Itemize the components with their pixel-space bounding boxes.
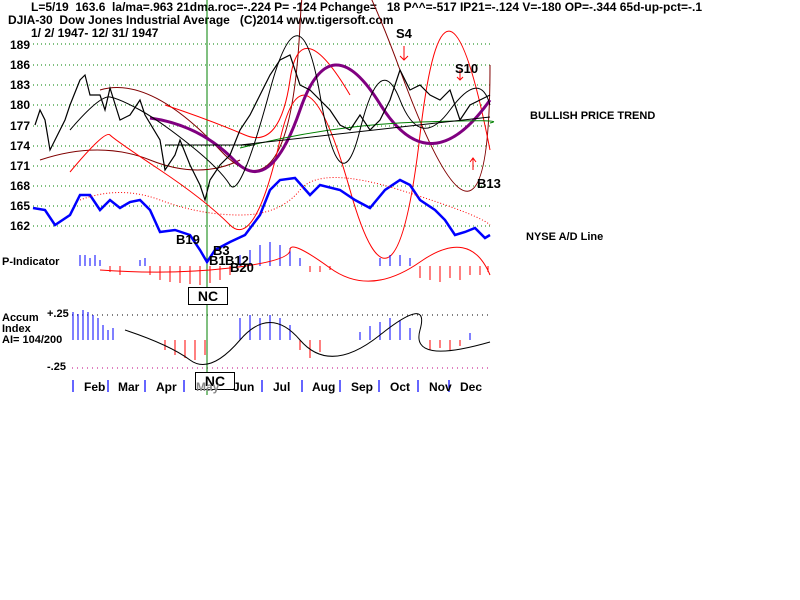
signal-b1: B1 [209, 253, 226, 268]
y-tick-162: 162 [9, 219, 30, 233]
y-tick-168: 168 [9, 179, 30, 193]
month-mar: Mar [118, 380, 140, 394]
signal-s4: S4 [396, 26, 412, 41]
y-tick-189: 189 [9, 38, 30, 52]
signal-s10: S10 [455, 61, 479, 76]
y-tick-183: 183 [9, 78, 30, 92]
header-stats: L=5/19 163.6 la/ma=.963 21dma.roc=-.224 … [31, 0, 703, 14]
date-range: 1/ 2/ 1947- 12/ 31/ 1947 [31, 26, 159, 40]
y-tick-171: 171 [9, 159, 30, 173]
month-dec: Dec [460, 380, 483, 394]
signal-b12: B12 [225, 253, 249, 268]
month-jun: Jun [233, 380, 255, 394]
y-tick-177: 177 [9, 119, 30, 133]
y-tick-186: 186 [9, 58, 30, 72]
accum-top-tick: +.25 [47, 308, 69, 320]
chart-title: DJIA-30 Dow Jones Industrial Average (C)… [8, 13, 394, 27]
month-oct: Oct [390, 380, 411, 394]
p-indicator-label: P-Indicator [2, 256, 60, 268]
month-aug: Aug [312, 380, 336, 394]
ai-label: AI= 104/200 [2, 334, 63, 346]
ad-line-label: NYSE A/D Line [526, 231, 604, 243]
signal-b13: B13 [477, 176, 501, 191]
nc-box-accum: NC [195, 372, 235, 390]
y-tick-174: 174 [9, 139, 30, 153]
nc-box-p-indicator: NC [188, 287, 228, 305]
index-label: Index [2, 323, 31, 335]
accum-bottom-tick: -.25 [47, 361, 66, 373]
month-feb: Feb [84, 380, 106, 394]
accum-label: Accum [2, 312, 39, 324]
month-nov: Nov [429, 380, 452, 394]
signal-b3: B3 [213, 243, 230, 258]
signal-b19: B19 [176, 232, 200, 247]
month-jul: Jul [273, 380, 291, 394]
month-sep: Sep [351, 380, 374, 394]
y-tick-165: 165 [9, 199, 30, 213]
month-may: May [196, 380, 220, 394]
y-tick-180: 180 [9, 98, 30, 112]
trend-label: BULLISH PRICE TREND [530, 110, 656, 122]
signal-b20: B20 [230, 260, 254, 275]
month-apr: Apr [156, 380, 177, 394]
